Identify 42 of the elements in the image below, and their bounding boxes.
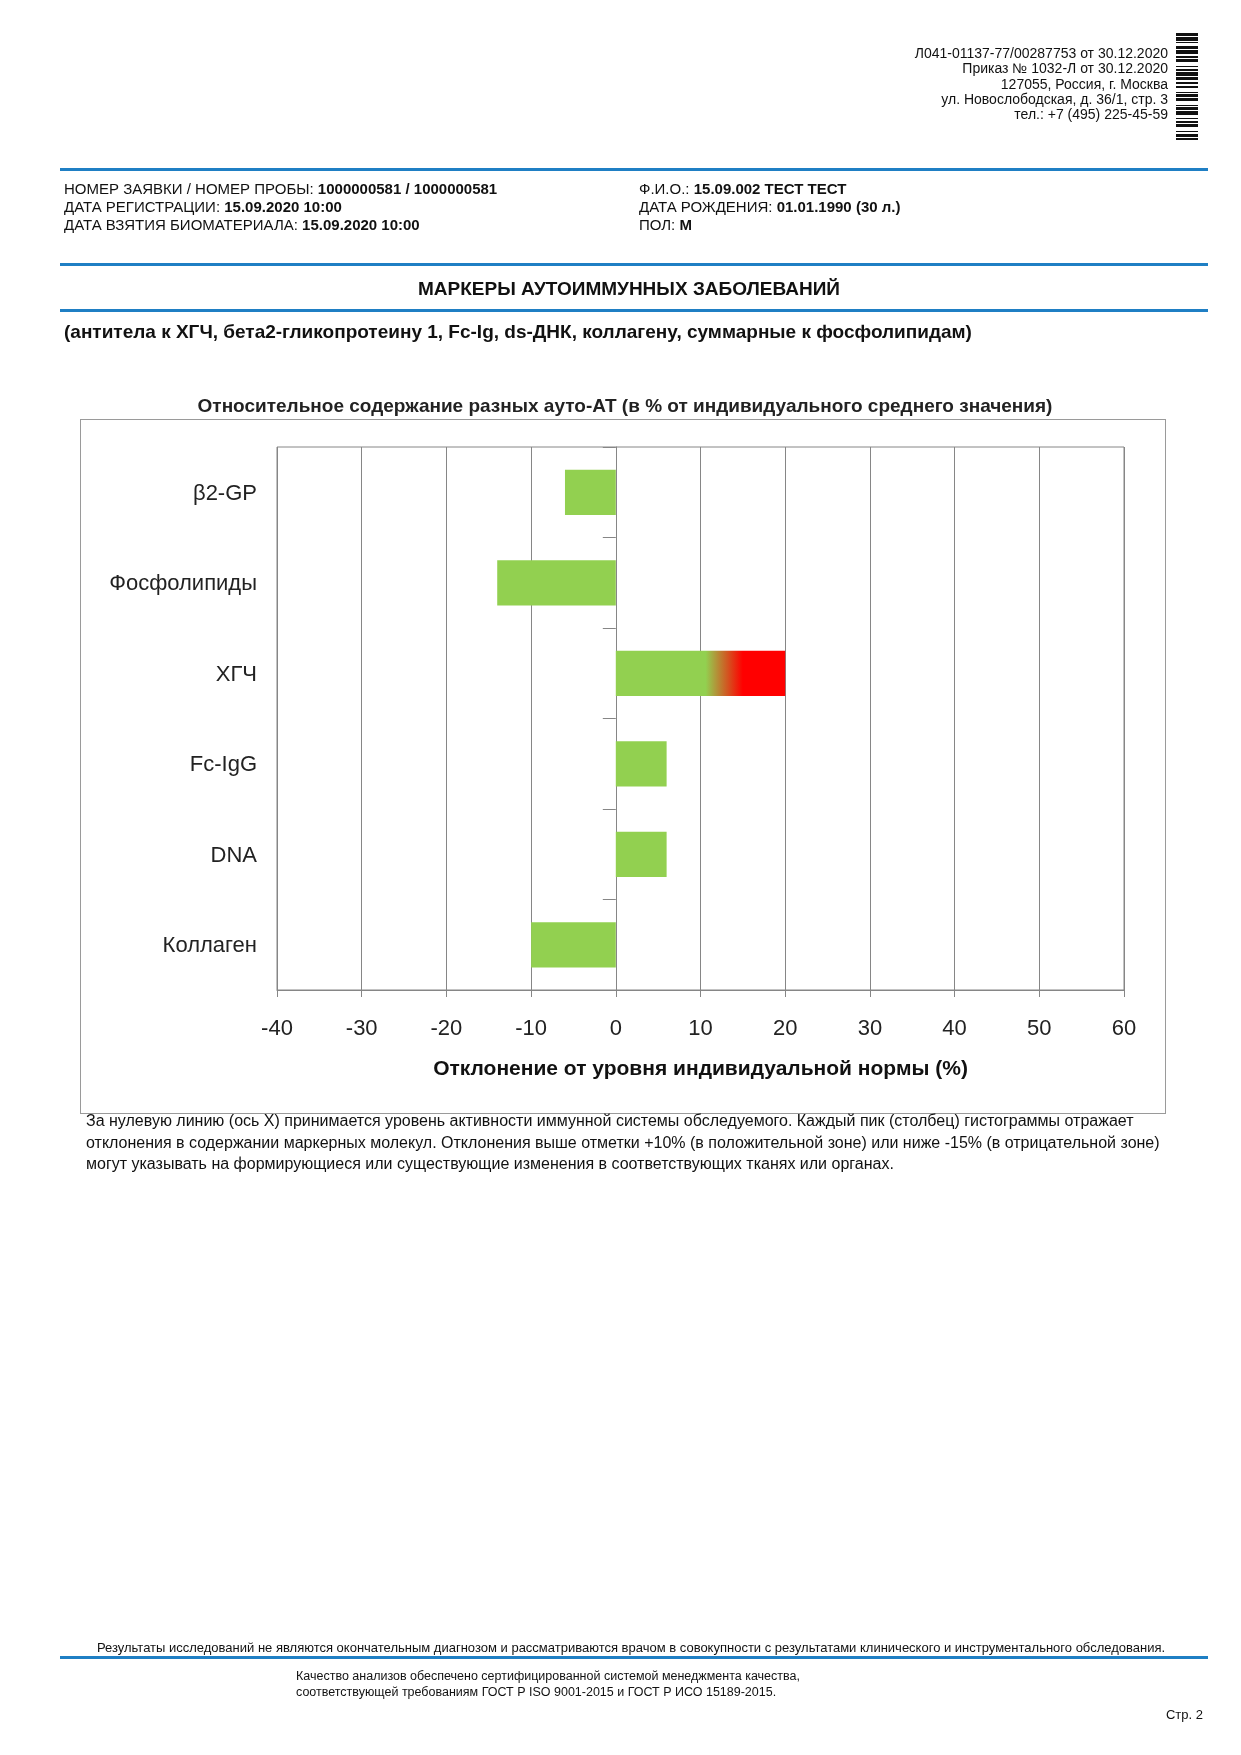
chart-title: Относительное содержание разных ауто-АТ (в % от индивидуального среднего значения) [197,395,1053,416]
y-tick-label: β2-GP [192,479,257,505]
text: (антитела к ХГЧ, бета2-гликопротеину 1, Fc-Ig, ds-ДНК, коллагену, суммарные к фосфолипидам) [64,319,973,343]
text: Л041-01137-77/00287753 от 30.12.2020 [914,44,1168,62]
text: За нулевую линию (ось X) принимается уровень активности иммунной системы обследуемого. Каждый пик (столбец) гистограммы отражает отклонения в содержании маркерных молекул. Отклонения выше отметки +10% (в положительной зоне) или ниже -15% (в отрицательной зоне) могут указывать на формирующиеся или существующие изменения в соответствующих тканях или органах. [86,1111,1161,1175]
text: Стр. 2 [1165,1707,1203,1723]
x-tick-label: 60 [1111,1014,1137,1040]
text: Ф.И.О.: 15.09.002 ТЕСТ ТЕСТ [639,180,847,198]
x-tick-label: -20 [430,1014,463,1040]
text: ДАТА РЕГИСТРАЦИИ: 15.09.2020 10:00 [64,198,342,216]
x-tick-label: 0 [609,1014,622,1040]
text: соответствующей требованиям ГОСТ Р ISO 9001-2015 и ГОСТ Р ИСО 15189-2015. [296,1684,777,1700]
x-tick-label: 20 [772,1014,798,1040]
y-tick-label: ХГЧ [215,660,257,686]
y-tick-label: Фосфолипиды [109,570,257,596]
x-tick-label: 40 [942,1014,967,1040]
bar [497,560,616,606]
x-tick-label: 50 [1027,1014,1052,1040]
y-tick-label: Fc-IgG [189,751,257,777]
x-tick-label: 30 [857,1014,883,1040]
x-axis-title: Отклонение от уровня индивидуальной нормы (%) [433,1056,968,1079]
text: МАРКЕРЫ АУТОИММУННЫХ ЗАБОЛЕВАНИЙ [417,276,841,300]
x-tick-label: 10 [688,1014,713,1040]
text: ул. Новослободская, д. 36/1, стр. 3 [941,90,1168,108]
y-tick-label: Коллаген [162,932,257,958]
text: 127055, Россия, г. Москва [1000,75,1168,92]
y-tick-label: DNA [210,841,258,867]
text: Приказ № 1032-Л от 30.12.2020 [962,59,1168,77]
bar [615,741,667,787]
bar [564,469,616,515]
text: Результаты исследований не являются окончательным диагнозом и рассматриваются врачом в совокупности с результатами клинического и инструментального обследования. [96,1640,1166,1656]
text: ДАТА РОЖДЕНИЯ: 01.01.1990 (30 л.) [639,198,901,216]
bar [531,922,616,968]
bar [615,831,667,877]
bar [615,650,786,696]
text: НОМЕР ЗАЯВКИ / НОМЕР ПРОБЫ: 1000000581 / 1000000581 [64,180,498,198]
text: ДАТА ВЗЯТИЯ БИОМАТЕРИАЛА: 15.09.2020 10:00 [64,216,420,234]
text: ПОЛ: М [639,216,692,234]
x-tick-label: -10 [515,1014,547,1040]
x-tick-label: -40 [261,1014,293,1040]
text: Качество анализов обеспечено сертифицированной системой менеджмента качества, [296,1668,800,1684]
x-tick-label: -30 [345,1014,378,1040]
